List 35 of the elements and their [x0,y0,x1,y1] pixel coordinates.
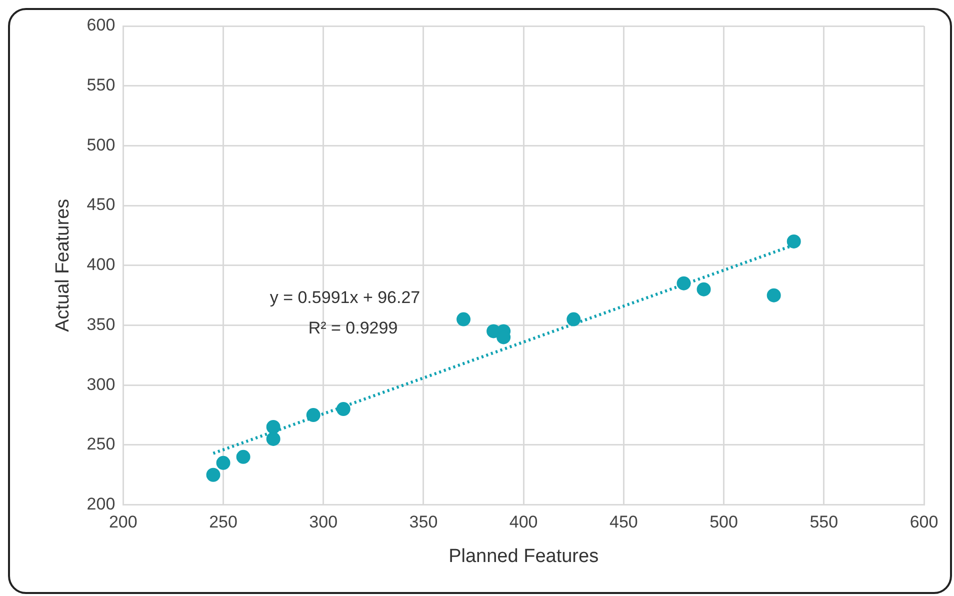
y-tick-label: 300 [86,374,116,394]
point [306,408,320,422]
point [206,468,220,482]
point [266,420,280,434]
point [336,402,350,416]
point [566,312,581,326]
y-tick-label: 200 [86,494,116,514]
point [456,312,471,326]
y-tick-label: 450 [86,195,116,214]
y-tick-label: 600 [86,16,116,35]
y-tick-label: 550 [86,76,116,95]
y-tick-label: 350 [86,314,116,334]
x-tick-label: 450 [610,512,638,532]
point [266,432,280,446]
point [786,234,801,248]
x-tick-label: 200 [108,512,138,532]
x-tick-label: 400 [509,512,538,532]
x-tick-label: 600 [910,512,938,532]
x-axis-title: Planned Features [448,546,599,567]
y-axis-title: Actual Features [52,198,74,332]
annotation: R² = 0.9299 [308,318,398,338]
x-tick-label: 250 [209,512,238,532]
point [766,288,781,302]
y-tick-label: 250 [86,434,116,454]
x-tick-label: 500 [710,512,738,532]
point [216,456,230,470]
point [696,282,711,296]
point [236,450,250,464]
x-tick-label: 300 [309,512,338,532]
annotation: y = 0.5991x + 96.27 [270,288,420,308]
x-tick-label: 350 [409,512,438,532]
point [676,276,691,290]
y-tick-label: 500 [86,135,116,154]
y-tick-label: 400 [86,255,116,274]
x-tick-label: 550 [810,512,838,532]
